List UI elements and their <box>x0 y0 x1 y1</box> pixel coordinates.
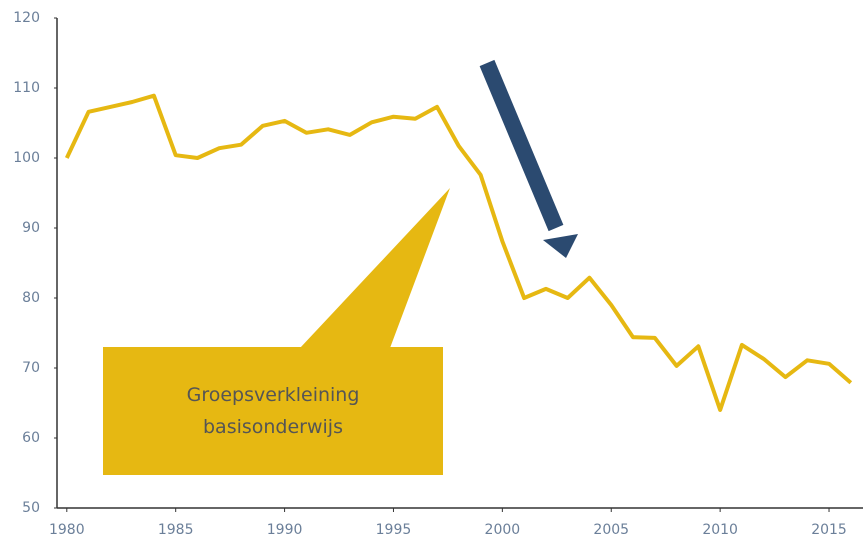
x-tick-label: 2010 <box>702 522 738 538</box>
y-tick-label: 60 <box>22 430 40 446</box>
y-tick-label: 80 <box>22 290 40 306</box>
y-tick-label: 120 <box>13 10 40 26</box>
data-line <box>64 93 853 412</box>
x-tick-label: 2000 <box>485 522 521 538</box>
arrow-shaft <box>479 59 564 232</box>
x-tick-label: 1995 <box>376 522 412 538</box>
callout-box <box>103 347 443 475</box>
y-tick-label: 110 <box>13 80 40 96</box>
x-tick-label: 2015 <box>811 522 847 538</box>
x-tick-label: 1985 <box>158 522 194 538</box>
y-tick-label: 100 <box>13 150 40 166</box>
y-tick-label: 90 <box>22 220 40 236</box>
arrow-head <box>543 234 578 258</box>
x-tick-label: 1990 <box>267 522 303 538</box>
y-tick-label: 50 <box>22 500 40 516</box>
callout-text: Groepsverkleining basisonderwijs <box>186 384 360 438</box>
callout-pointer <box>300 188 450 348</box>
x-tick-label: 2005 <box>593 522 629 538</box>
x-tick-label: 1980 <box>49 522 85 538</box>
y-tick-label: 70 <box>22 360 40 376</box>
